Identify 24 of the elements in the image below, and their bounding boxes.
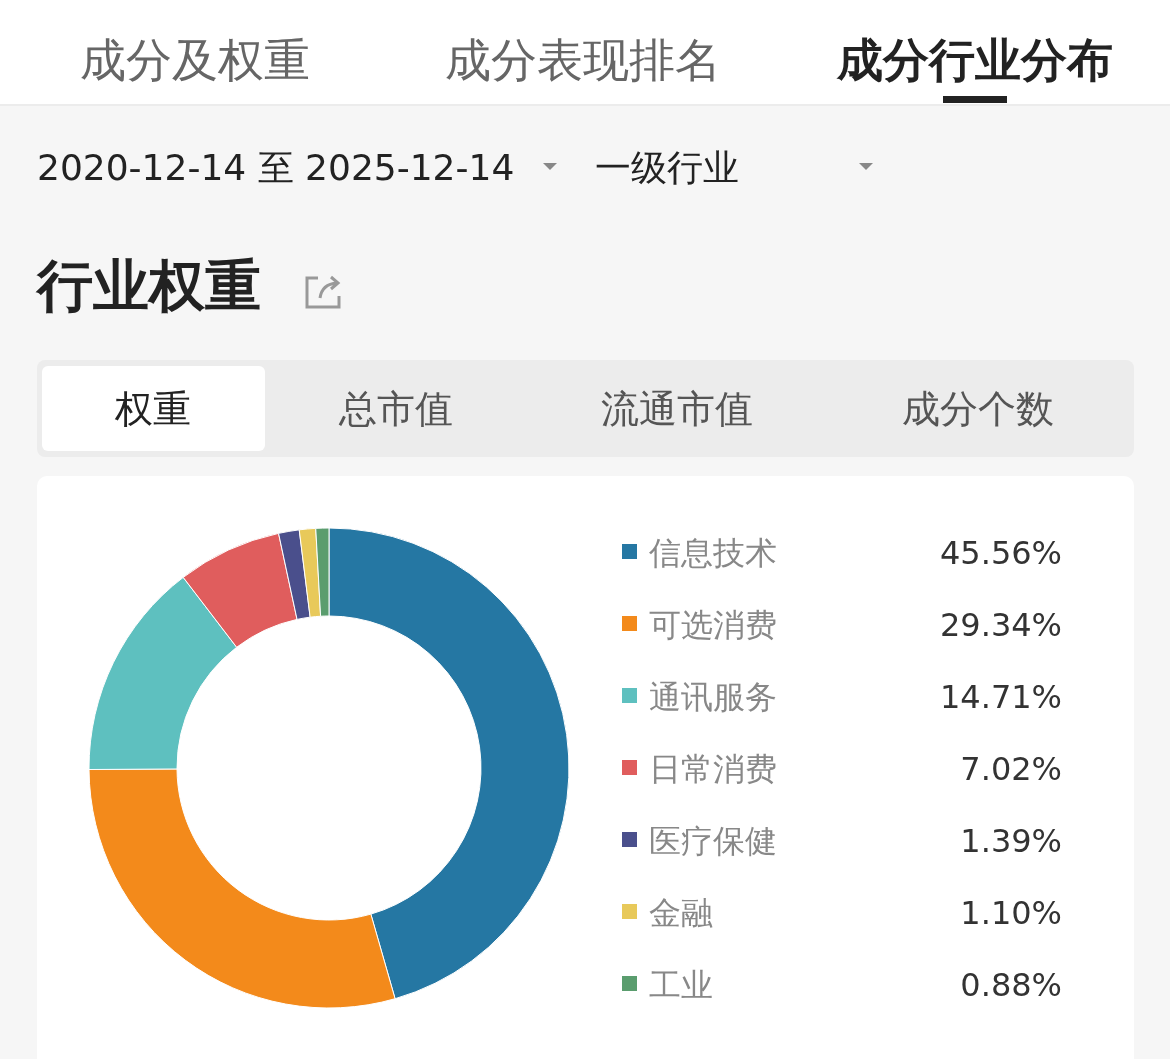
text: 2020-12-14 至 2025-12-14	[37, 147, 515, 188]
legend-label: 医疗保健	[649, 822, 777, 860]
text: 权重	[114, 387, 191, 431]
legend-label: 工业	[649, 966, 713, 1004]
text: 总市值	[338, 387, 453, 431]
data-label: 45.56%	[939, 534, 1062, 572]
legend-label: 金融	[649, 894, 713, 932]
text: 成分行业分布	[836, 33, 1113, 87]
text: 一级行业	[595, 147, 739, 188]
legend-label: 通讯服务	[649, 678, 777, 716]
legend-label: 可选消费	[649, 606, 777, 644]
text: 成分及权重	[80, 33, 310, 87]
data-label: 7.02%	[960, 750, 1062, 788]
chart-title: 行业权重	[35, 253, 261, 318]
legend-label: 日常消费	[649, 750, 777, 788]
data-label: 29.34%	[939, 606, 1062, 644]
data-label: 14.71%	[939, 678, 1062, 716]
legend-label: 信息技术	[649, 534, 777, 572]
data-label: 1.39%	[960, 822, 1062, 860]
text: 成分表现排名	[445, 33, 721, 87]
text: 流通市值	[601, 387, 753, 431]
data-label: 1.10%	[960, 894, 1062, 932]
text: 成分个数	[902, 387, 1054, 431]
data-label: 0.88%	[960, 966, 1062, 1004]
